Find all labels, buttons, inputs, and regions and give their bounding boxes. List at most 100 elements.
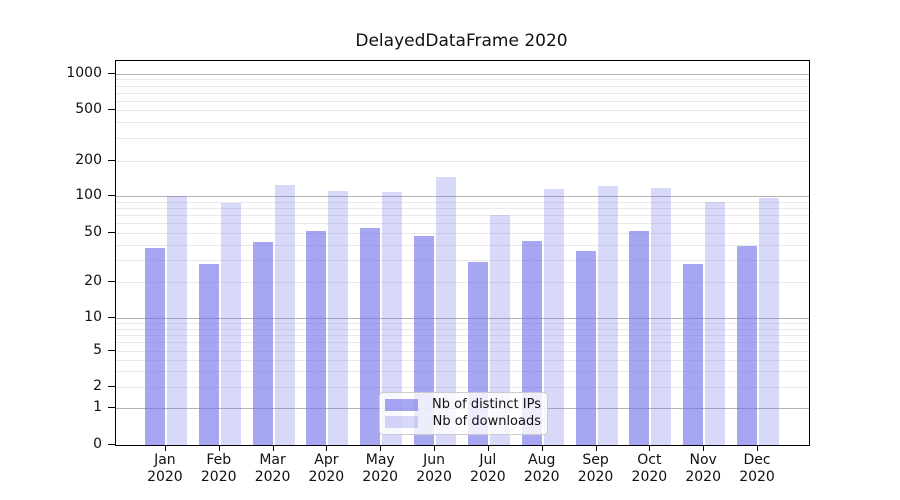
x-tick-label-dec-2020: Dec 2020 bbox=[739, 452, 775, 485]
x-tick-may-2020 bbox=[380, 445, 382, 451]
legend-label-distinct-ips: Nb of distinct IPs bbox=[432, 397, 541, 412]
y-gridline-major-10 bbox=[116, 318, 809, 319]
x-tick-label-nov-2020: Nov 2020 bbox=[685, 452, 721, 485]
bar-nb-of-downloads-oct-2020 bbox=[651, 187, 672, 445]
x-tick-mar-2020 bbox=[272, 445, 274, 451]
bar-nb-of-downloads-jan-2020 bbox=[166, 196, 187, 445]
x-tick-dec-2020 bbox=[757, 445, 759, 451]
y-gridline-minor-600 bbox=[116, 100, 809, 102]
x-tick-label-feb-2020: Feb 2020 bbox=[200, 452, 237, 485]
y-gridline-major-1000 bbox=[116, 74, 809, 75]
x-tick-label-jun-2020: Jun 2020 bbox=[416, 452, 452, 485]
bar-nb-of-downloads-jun-2020 bbox=[436, 176, 457, 445]
y-gridline-minor-3 bbox=[116, 371, 809, 373]
x-tick-jun-2020 bbox=[434, 445, 436, 451]
bar-nb-of-downloads-feb-2020 bbox=[220, 203, 241, 445]
y-gridline-minor-500 bbox=[116, 110, 809, 111]
bar-nb-of-downloads-jul-2020 bbox=[489, 215, 510, 445]
bar-nb-of-distinct-ips-feb-2020 bbox=[198, 264, 219, 445]
bar-nb-of-distinct-ips-apr-2020 bbox=[306, 230, 327, 445]
x-tick-label-jul-2020: Jul 2020 bbox=[470, 452, 506, 485]
x-tick-jan-2020 bbox=[164, 445, 166, 451]
y-gridline-minor-300 bbox=[116, 138, 809, 140]
bar-nb-of-downloads-nov-2020 bbox=[705, 202, 726, 445]
y-tick-label-100: 100 bbox=[75, 187, 102, 203]
y-tick-label-0: 0 bbox=[93, 436, 102, 452]
y-gridline-minor-9 bbox=[116, 323, 809, 325]
y-tick-label-200: 200 bbox=[75, 152, 102, 168]
y-tick-5 bbox=[108, 350, 115, 351]
x-tick-apr-2020 bbox=[326, 445, 328, 451]
y-gridline-minor-400 bbox=[116, 122, 809, 124]
x-tick-aug-2020 bbox=[541, 445, 543, 451]
bar-nb-of-distinct-ips-may-2020 bbox=[360, 227, 381, 445]
y-tick-10 bbox=[108, 317, 115, 318]
legend-item-downloads: Nb of downloads bbox=[385, 414, 541, 430]
y-tick-200 bbox=[108, 160, 115, 161]
x-tick-label-aug-2020: Aug 2020 bbox=[523, 452, 560, 485]
y-tick-100 bbox=[108, 195, 115, 196]
y-gridline-minor-20 bbox=[116, 282, 809, 283]
x-tick-sep-2020 bbox=[595, 445, 597, 451]
y-tick-20 bbox=[108, 281, 115, 282]
x-tick-feb-2020 bbox=[218, 445, 220, 451]
y-tick-1000 bbox=[108, 73, 115, 74]
x-tick-nov-2020 bbox=[703, 445, 705, 451]
y-tick-0 bbox=[108, 444, 115, 445]
y-tick-2 bbox=[108, 386, 115, 387]
legend-label-downloads: Nb of downloads bbox=[432, 414, 541, 429]
bar-nb-of-distinct-ips-nov-2020 bbox=[683, 264, 704, 445]
y-tick-label-500: 500 bbox=[75, 101, 102, 117]
bar-nb-of-distinct-ips-jan-2020 bbox=[144, 247, 165, 445]
y-gridline-major-100 bbox=[116, 196, 809, 197]
x-tick-label-mar-2020: Mar 2020 bbox=[254, 452, 291, 485]
y-gridline-minor-70 bbox=[116, 215, 809, 217]
bar-nb-of-distinct-ips-dec-2020 bbox=[737, 246, 758, 445]
plot-area bbox=[115, 60, 810, 446]
y-tick-1 bbox=[108, 407, 115, 408]
y-tick-label-10: 10 bbox=[84, 309, 102, 325]
bar-nb-of-downloads-apr-2020 bbox=[328, 190, 349, 445]
y-tick-500 bbox=[108, 109, 115, 110]
bar-nb-of-downloads-mar-2020 bbox=[274, 184, 295, 445]
bar-nb-of-distinct-ips-sep-2020 bbox=[575, 250, 596, 445]
x-tick-label-sep-2020: Sep 2020 bbox=[577, 452, 614, 485]
bar-nb-of-downloads-may-2020 bbox=[382, 191, 403, 445]
y-tick-label-20: 20 bbox=[84, 273, 102, 289]
y-gridline-minor-7 bbox=[116, 334, 809, 336]
y-gridline-minor-4 bbox=[116, 359, 809, 361]
x-tick-label-jan-2020: Jan 2020 bbox=[147, 452, 183, 485]
bar-nb-of-downloads-dec-2020 bbox=[759, 198, 780, 445]
bar-nb-of-distinct-ips-mar-2020 bbox=[252, 242, 273, 445]
y-gridline-minor-30 bbox=[116, 260, 809, 262]
y-tick-label-1000: 1000 bbox=[66, 65, 102, 81]
y-gridline-minor-700 bbox=[116, 92, 809, 94]
bar-nb-of-distinct-ips-oct-2020 bbox=[629, 230, 650, 445]
y-tick-label-5: 5 bbox=[93, 342, 102, 358]
legend-item-distinct-ips: Nb of distinct IPs bbox=[385, 397, 541, 413]
x-tick-label-may-2020: May 2020 bbox=[362, 452, 399, 485]
x-tick-label-apr-2020: Apr 2020 bbox=[308, 452, 345, 485]
legend-swatch-downloads bbox=[385, 416, 418, 428]
legend: Nb of distinct IPs Nb of downloads bbox=[379, 392, 548, 435]
y-tick-label-1: 1 bbox=[93, 399, 102, 415]
y-gridline-minor-80 bbox=[116, 207, 809, 209]
y-tick-50 bbox=[108, 232, 115, 233]
y-gridline-minor-6 bbox=[116, 342, 809, 344]
legend-swatch-distinct-ips bbox=[385, 399, 418, 411]
x-tick-jul-2020 bbox=[487, 445, 489, 451]
bar-nb-of-downloads-sep-2020 bbox=[597, 185, 618, 445]
y-tick-label-50: 50 bbox=[84, 224, 102, 240]
bar-nb-of-downloads-aug-2020 bbox=[543, 188, 564, 445]
y-gridline-minor-800 bbox=[116, 85, 809, 87]
y-gridline-minor-200 bbox=[116, 161, 809, 162]
y-gridline-minor-5 bbox=[116, 351, 809, 352]
x-tick-label-oct-2020: Oct 2020 bbox=[631, 452, 668, 485]
y-gridline-minor-8 bbox=[116, 328, 809, 330]
y-gridline-minor-50 bbox=[116, 233, 809, 234]
x-tick-oct-2020 bbox=[649, 445, 651, 451]
y-gridline-minor-40 bbox=[116, 244, 809, 246]
y-gridline-minor-900 bbox=[116, 79, 809, 81]
y-gridline-minor-60 bbox=[116, 223, 809, 225]
